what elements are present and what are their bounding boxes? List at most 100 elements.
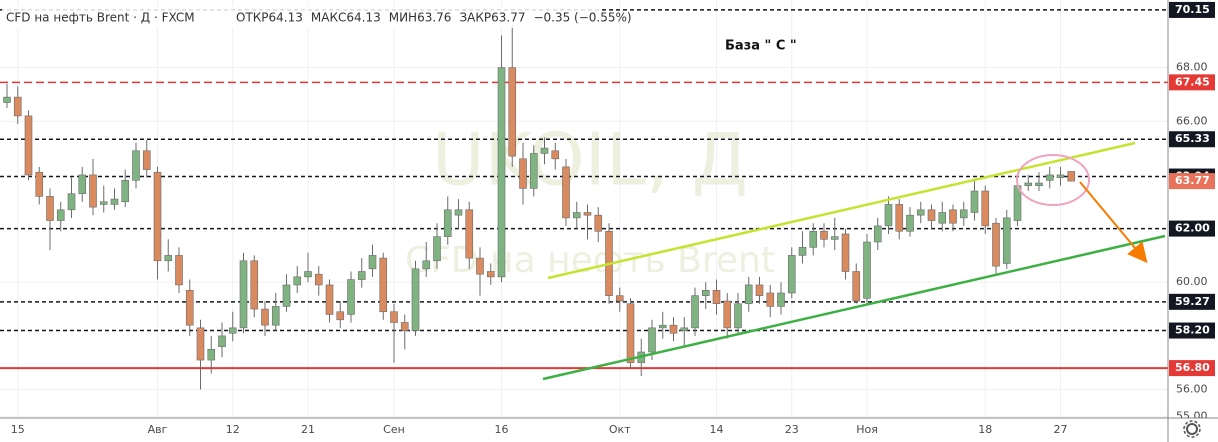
candle-body <box>949 209 957 224</box>
x-tick-label: 14 <box>710 423 724 436</box>
candle-body <box>519 158 527 189</box>
price-label: 67.45 <box>1175 75 1210 88</box>
candle-body <box>701 289 710 296</box>
annotation: База " С " <box>725 39 797 54</box>
candle-body <box>852 271 861 302</box>
candle-body <box>540 147 549 154</box>
y-tick-label: 66.00 <box>1176 114 1208 127</box>
candle-body <box>282 284 291 307</box>
candle-body <box>938 212 947 224</box>
ohlc-label: ЗАКР <box>459 11 491 25</box>
candle-body <box>196 327 205 361</box>
candle-body <box>992 222 1000 267</box>
candle-body <box>691 295 699 329</box>
settings-icon[interactable] <box>1183 420 1201 438</box>
candle-body <box>400 322 409 331</box>
candle-body <box>1056 174 1065 178</box>
candle-body <box>497 67 506 278</box>
candle-body <box>841 233 850 272</box>
x-tick-label: Ноя <box>856 423 878 436</box>
ohlc-value: 63.77 <box>491 11 525 25</box>
candle-body <box>67 193 76 211</box>
candle-body <box>35 171 44 197</box>
candle-body <box>970 190 979 213</box>
price-label-box <box>1169 74 1215 91</box>
candle-body <box>314 273 323 286</box>
candle-body <box>132 150 140 181</box>
candle-body <box>443 209 452 237</box>
candle-body <box>261 308 269 326</box>
candle-body <box>175 255 183 286</box>
price-label: 56.80 <box>1175 361 1210 374</box>
candle-body <box>89 174 97 208</box>
watermark: CFD на нефть Brent <box>405 240 775 281</box>
candle-body <box>626 303 635 364</box>
candle-body <box>594 214 603 232</box>
ohlc-value: 63.76 <box>417 11 451 25</box>
candle-body <box>185 289 194 326</box>
price-label-box <box>1169 322 1215 339</box>
price-label: 65.33 <box>1175 132 1210 145</box>
candle-body <box>390 311 398 323</box>
candle-body <box>648 327 656 353</box>
ohlc-value: 64.13 <box>346 11 380 25</box>
candle-body <box>830 236 839 240</box>
candle-body <box>207 349 216 361</box>
trend-line <box>547 141 1136 280</box>
ohlc-label: МИН <box>389 11 417 25</box>
arrow <box>1079 181 1148 264</box>
candle-body <box>809 230 818 248</box>
x-tick-label: 12 <box>226 423 240 436</box>
candle-body <box>927 209 936 221</box>
price-label: 63.77 <box>1175 174 1210 187</box>
y-tick-label: 56.00 <box>1176 383 1208 396</box>
candle-body <box>959 209 968 219</box>
price-label-box <box>1169 1 1215 18</box>
x-tick-label: 16 <box>495 423 509 436</box>
candle-body <box>1002 217 1011 264</box>
candle-body <box>712 289 721 305</box>
ohlc-label: МАКС <box>311 11 346 25</box>
candle-body <box>368 255 377 270</box>
x-tick-label: Окт <box>609 423 631 436</box>
candle-body <box>820 230 828 240</box>
candle-body <box>583 212 592 216</box>
ohlc-label: ОТКР <box>236 11 269 25</box>
candle-body <box>755 284 764 296</box>
candle-body <box>454 209 463 216</box>
candle-body <box>529 153 538 189</box>
y-tick-label: 55.00 <box>1176 409 1208 422</box>
price-label: 62.00 <box>1175 222 1210 235</box>
candle-body <box>615 295 624 302</box>
price-label-box <box>1169 220 1215 237</box>
candle-body <box>734 303 742 329</box>
candle-body <box>3 96 11 103</box>
x-tick-label: 23 <box>785 423 799 436</box>
candle-body <box>476 257 484 275</box>
candle-body <box>551 150 560 160</box>
candle-body <box>24 115 33 176</box>
y-tick-label: 68.00 <box>1176 61 1208 74</box>
candle-body <box>239 260 248 329</box>
candle-body <box>465 209 474 259</box>
candle-body <box>873 225 882 243</box>
candle-body <box>508 67 517 157</box>
candle-body <box>325 284 334 315</box>
candle-body <box>669 324 678 334</box>
price-label: 58.20 <box>1175 324 1210 337</box>
candle-body <box>99 201 108 205</box>
candle-body <box>411 268 420 331</box>
candle-body <box>357 271 366 280</box>
drawings <box>542 141 1166 381</box>
candle-body <box>336 311 345 321</box>
y-tick-label: 60.00 <box>1176 275 1208 288</box>
candle-body <box>562 166 570 219</box>
candle-body <box>1035 182 1043 186</box>
candle-body <box>572 212 581 219</box>
candle-body <box>110 198 119 205</box>
candle-body <box>798 247 807 256</box>
x-tick-label: 18 <box>978 423 992 436</box>
candle-body <box>78 174 87 195</box>
candle-body <box>680 327 689 331</box>
